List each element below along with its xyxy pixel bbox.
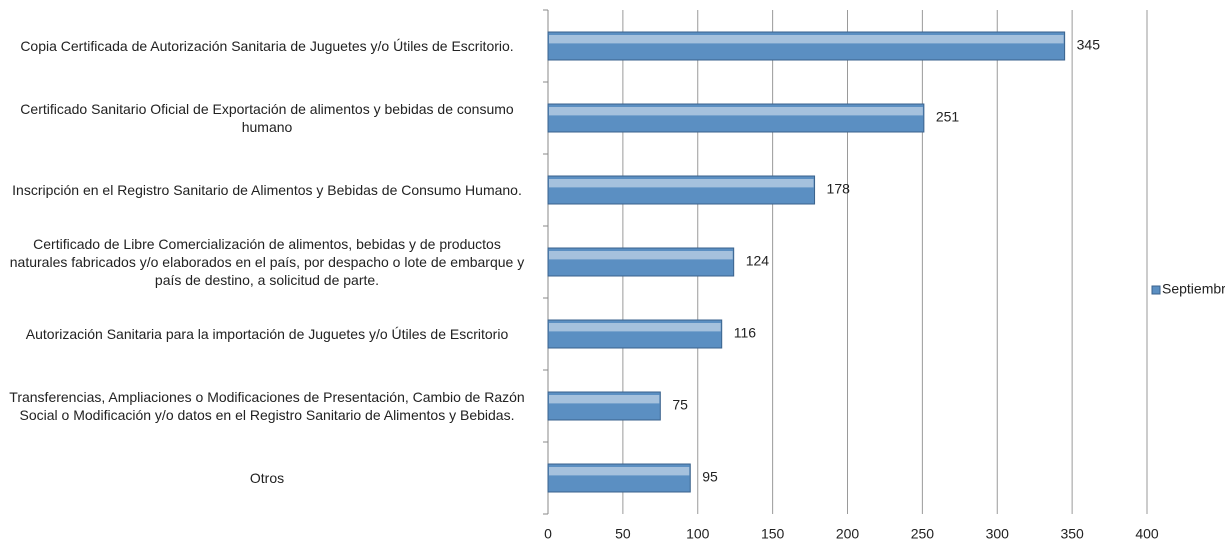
x-tick-label: 300 — [986, 526, 1010, 542]
category-label: Otros — [249, 470, 285, 486]
bar — [547, 463, 691, 493]
bar — [547, 175, 816, 205]
value-label: 95 — [702, 469, 718, 485]
bar — [547, 391, 661, 421]
x-tick-label: 200 — [836, 526, 860, 542]
value-label: 178 — [827, 181, 851, 197]
bar-highlight — [549, 107, 923, 116]
legend-label: Septiembre — [1162, 281, 1225, 297]
x-tick-label: 350 — [1060, 526, 1084, 542]
value-label: 345 — [1077, 37, 1101, 53]
bar-highlight — [549, 179, 814, 188]
value-label: 75 — [672, 397, 688, 413]
category-label: Certificado Sanitario Oficial de Exporta… — [20, 101, 514, 135]
bar — [547, 247, 735, 277]
x-tick-label: 250 — [911, 526, 935, 542]
value-label: 116 — [734, 325, 757, 341]
x-tick-label: 50 — [615, 526, 631, 542]
bar-highlight — [549, 35, 1064, 44]
category-label: Autorización Sanitaria para la importaci… — [25, 326, 509, 342]
bar — [547, 319, 723, 349]
bar — [547, 31, 1066, 61]
x-tick-label: 0 — [544, 526, 552, 542]
x-tick-label: 150 — [761, 526, 785, 542]
x-tick-label: 400 — [1135, 526, 1159, 542]
bar-highlight — [549, 467, 690, 476]
x-tick-label: 100 — [686, 526, 710, 542]
category-label: Certificado de Libre Comercialización de… — [9, 236, 525, 288]
bar-highlight — [549, 251, 733, 260]
category-label: Copia Certificada de Autorización Sanita… — [20, 38, 514, 54]
value-label: 251 — [936, 109, 960, 125]
bar-highlight — [549, 395, 660, 404]
bar — [547, 103, 925, 133]
value-label: 124 — [746, 253, 770, 269]
legend-swatch — [1151, 285, 1161, 295]
bar-highlight — [549, 323, 721, 332]
category-label: Transferencias, Ampliaciones o Modificac… — [9, 389, 525, 423]
category-label: Inscripción en el Registro Sanitario de … — [12, 182, 522, 198]
